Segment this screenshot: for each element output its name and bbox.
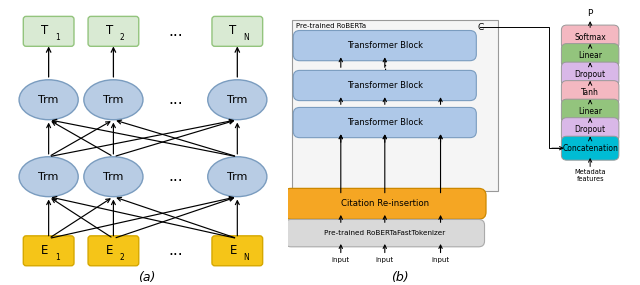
Text: 1: 1: [54, 253, 60, 262]
Text: E: E: [41, 244, 48, 257]
FancyBboxPatch shape: [561, 136, 619, 160]
Text: Pre-trained RoBERTa: Pre-trained RoBERTa: [296, 23, 366, 29]
Text: Concatenation: Concatenation: [562, 144, 618, 153]
Text: Dropout: Dropout: [575, 125, 605, 134]
Ellipse shape: [19, 157, 78, 197]
Text: input: input: [431, 256, 449, 263]
Text: Linear: Linear: [578, 51, 602, 60]
Text: ...: ...: [168, 92, 182, 107]
Ellipse shape: [84, 157, 143, 197]
FancyBboxPatch shape: [292, 20, 498, 191]
FancyBboxPatch shape: [88, 236, 139, 266]
FancyBboxPatch shape: [561, 118, 619, 142]
Text: Trm: Trm: [227, 172, 248, 182]
Text: P: P: [588, 9, 593, 18]
FancyBboxPatch shape: [88, 16, 139, 46]
Text: Dropout: Dropout: [575, 70, 605, 79]
Text: (a): (a): [138, 271, 156, 284]
Text: Trm: Trm: [38, 95, 59, 105]
Text: input: input: [332, 256, 350, 263]
FancyBboxPatch shape: [23, 16, 74, 46]
Text: Metadata
features: Metadata features: [574, 169, 606, 182]
Text: C: C: [477, 23, 483, 32]
Text: Trm: Trm: [103, 172, 124, 182]
Text: E: E: [106, 244, 113, 257]
FancyBboxPatch shape: [561, 99, 619, 123]
Text: 2: 2: [120, 33, 124, 42]
Text: Trm: Trm: [103, 95, 124, 105]
FancyBboxPatch shape: [293, 107, 476, 138]
Text: 1: 1: [54, 33, 60, 42]
FancyBboxPatch shape: [561, 44, 619, 68]
Text: (b): (b): [390, 271, 408, 284]
Ellipse shape: [208, 157, 267, 197]
Text: T: T: [230, 24, 237, 37]
Ellipse shape: [19, 80, 78, 120]
Text: ...: ...: [168, 24, 182, 39]
FancyBboxPatch shape: [23, 236, 74, 266]
FancyBboxPatch shape: [284, 188, 486, 219]
Ellipse shape: [84, 80, 143, 120]
Text: Tanh: Tanh: [581, 88, 599, 97]
FancyBboxPatch shape: [561, 81, 619, 105]
Text: Transformer Block: Transformer Block: [347, 41, 423, 50]
FancyBboxPatch shape: [285, 219, 484, 247]
FancyBboxPatch shape: [293, 70, 476, 101]
FancyBboxPatch shape: [561, 25, 619, 49]
Text: N: N: [243, 33, 248, 42]
FancyBboxPatch shape: [212, 236, 262, 266]
Text: Softmax: Softmax: [574, 32, 606, 42]
Text: Citation Re-insertion: Citation Re-insertion: [340, 199, 429, 208]
Text: N: N: [243, 253, 248, 262]
Text: Linear: Linear: [578, 107, 602, 116]
Text: Transformer Block: Transformer Block: [347, 81, 423, 90]
Text: E: E: [229, 244, 237, 257]
Text: T: T: [106, 24, 113, 37]
Text: ...: ...: [168, 243, 182, 258]
FancyBboxPatch shape: [212, 16, 262, 46]
Text: ⋮: ⋮: [380, 60, 390, 71]
Text: T: T: [41, 24, 48, 37]
Text: Pre-trained RoBERTaFastTokenizer: Pre-trained RoBERTaFastTokenizer: [324, 230, 445, 236]
Text: Transformer Block: Transformer Block: [347, 118, 423, 127]
Ellipse shape: [208, 80, 267, 120]
Text: 2: 2: [120, 253, 124, 262]
Text: ...: ...: [168, 169, 182, 184]
Text: Trm: Trm: [227, 95, 248, 105]
FancyBboxPatch shape: [293, 30, 476, 61]
Text: input: input: [376, 256, 394, 263]
FancyBboxPatch shape: [561, 62, 619, 86]
Text: Trm: Trm: [38, 172, 59, 182]
